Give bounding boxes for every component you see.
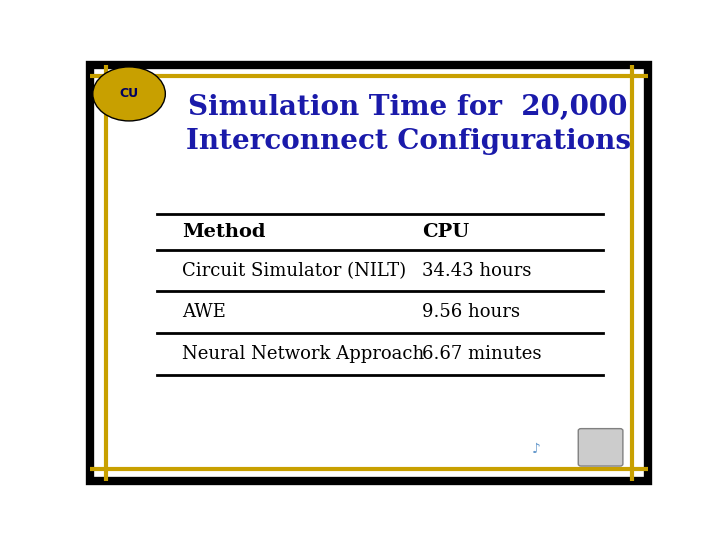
Text: AWE: AWE: [182, 303, 226, 321]
FancyBboxPatch shape: [578, 429, 623, 466]
Text: Simulation Time for  20,000
Interconnect Configurations: Simulation Time for 20,000 Interconnect …: [186, 94, 631, 156]
Text: CPU: CPU: [422, 224, 469, 241]
Text: Method: Method: [182, 224, 266, 241]
Text: CU: CU: [120, 87, 139, 100]
Text: ♪: ♪: [532, 442, 541, 456]
Text: Circuit Simulator (NILT): Circuit Simulator (NILT): [182, 261, 406, 280]
Text: Neural Network Approach: Neural Network Approach: [182, 345, 424, 363]
Text: 9.56 hours: 9.56 hours: [422, 303, 520, 321]
Circle shape: [93, 67, 166, 121]
Text: 6.67 minutes: 6.67 minutes: [422, 345, 541, 363]
Text: 34.43 hours: 34.43 hours: [422, 261, 531, 280]
